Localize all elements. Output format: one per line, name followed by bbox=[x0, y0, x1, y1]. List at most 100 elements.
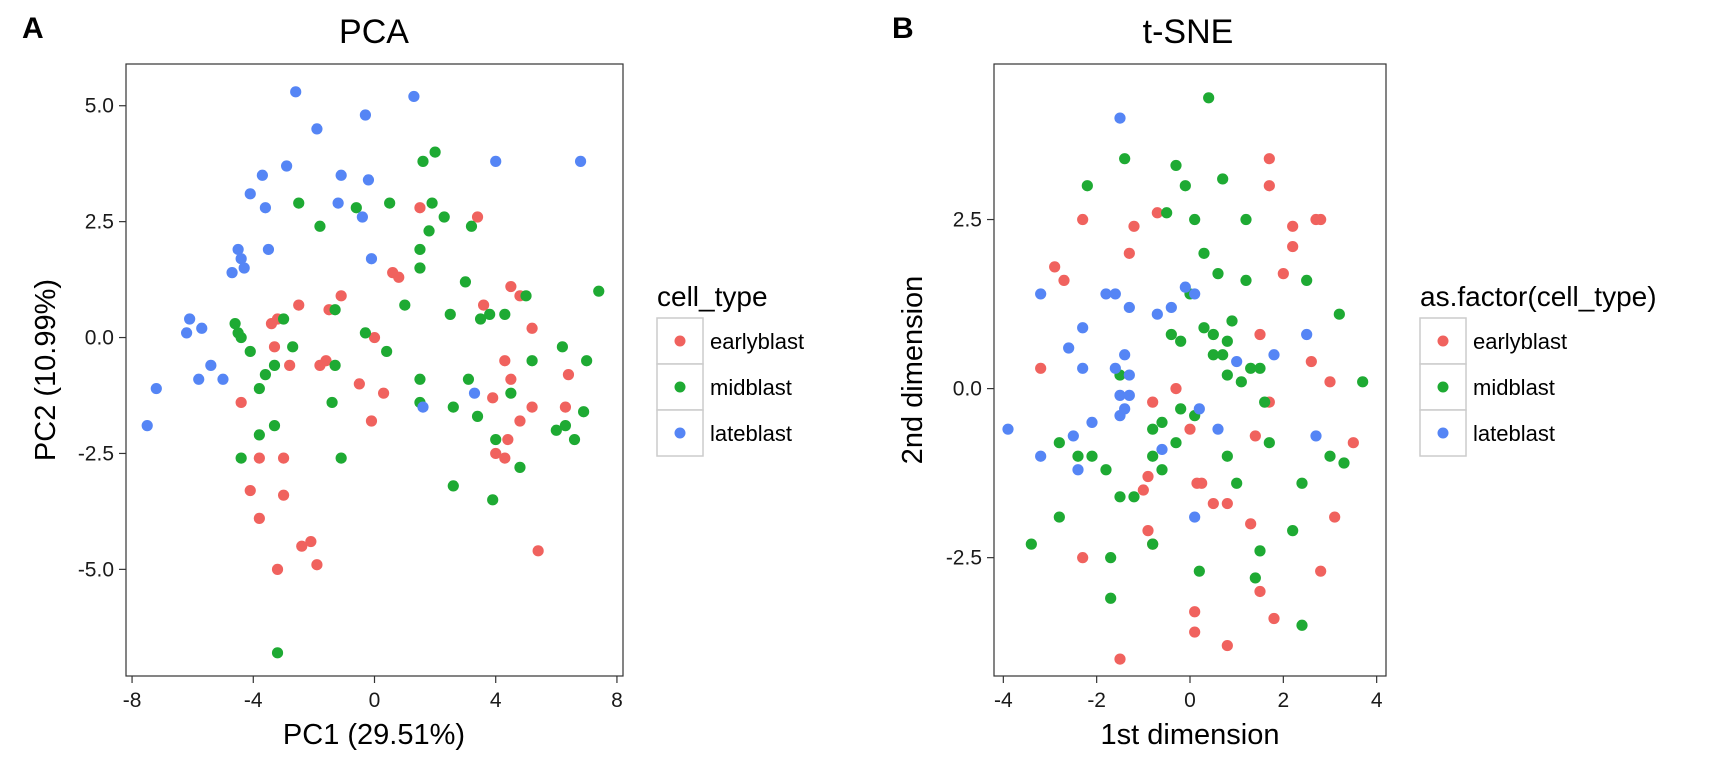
pca-point-midblast bbox=[329, 359, 341, 371]
pca-point-earlyblast bbox=[253, 452, 265, 464]
pca-point-lateblast bbox=[217, 373, 229, 385]
pca-point-lateblast bbox=[238, 262, 250, 274]
tsne-point-lateblast bbox=[1002, 423, 1014, 435]
tsne-point-midblast bbox=[1081, 180, 1093, 192]
tsne-x-tick-label: 0 bbox=[1184, 689, 1196, 712]
tsne-point-earlyblast bbox=[1305, 355, 1317, 368]
tsne-point-lateblast bbox=[1119, 349, 1131, 361]
tsne-point-midblast bbox=[1338, 457, 1350, 469]
tsne-point-earlyblast bbox=[1221, 639, 1233, 652]
pca-point-midblast bbox=[459, 276, 472, 288]
tsne-x-tick-label: -2 bbox=[1087, 689, 1106, 712]
tsne-point-midblast bbox=[1156, 464, 1168, 476]
pca-point-lateblast bbox=[184, 313, 196, 325]
pca-point-midblast bbox=[559, 420, 572, 432]
pca-point-midblast bbox=[444, 308, 456, 320]
pca-point-lateblast bbox=[311, 123, 323, 135]
tsne-x-tick-label: 2 bbox=[1277, 689, 1289, 712]
tsne-point-earlyblast bbox=[1196, 477, 1208, 489]
pca-point-midblast bbox=[244, 345, 256, 358]
pca-point-midblast bbox=[462, 373, 475, 385]
pca-point-earlyblast bbox=[526, 401, 538, 413]
pca-point-earlyblast bbox=[305, 535, 317, 548]
pca-point-earlyblast bbox=[320, 355, 332, 367]
pca-point-earlyblast bbox=[353, 378, 365, 390]
pca-point-lateblast bbox=[193, 373, 205, 385]
pca-legend-swatch-earlyblast bbox=[674, 335, 686, 347]
pca-point-lateblast bbox=[205, 359, 217, 371]
pca-point-midblast bbox=[487, 494, 499, 506]
tsne-x-axis-title: 1st dimension bbox=[1101, 719, 1280, 751]
tsne-point-midblast bbox=[1119, 153, 1131, 165]
pca-point-midblast bbox=[235, 452, 247, 464]
pca-point-midblast bbox=[326, 396, 338, 409]
tsne-point-lateblast bbox=[1035, 288, 1047, 300]
tsne-y-tick-label: -2.5 bbox=[946, 547, 982, 570]
tsne-point-midblast bbox=[1259, 396, 1271, 408]
tsne-point-lateblast bbox=[1212, 423, 1224, 435]
tsne-point-midblast bbox=[1105, 552, 1117, 564]
tsne-x-tick-label: -4 bbox=[994, 689, 1013, 712]
tsne-point-midblast bbox=[1170, 159, 1182, 172]
pca-point-earlyblast bbox=[471, 211, 484, 223]
panel-b: B t-SNE -4 -2 0 2 4-2.50.02.5 1st dimension … bbox=[892, 12, 1657, 751]
tsne-point-lateblast bbox=[1072, 464, 1084, 476]
pca-point-earlyblast bbox=[277, 489, 290, 501]
tsne-point-midblast bbox=[1217, 349, 1229, 361]
tsne-point-lateblast bbox=[1123, 389, 1135, 401]
pca-title: PCA bbox=[339, 13, 409, 51]
tsne-point-lateblast bbox=[1119, 403, 1131, 415]
tsne-point-midblast bbox=[1198, 322, 1210, 334]
pca-y-tick-label: -2.5 bbox=[78, 442, 114, 465]
pca-y-tick-label: -5.0 bbox=[78, 558, 114, 581]
pca-point-lateblast bbox=[235, 253, 247, 265]
tsne-point-lateblast bbox=[1193, 403, 1205, 415]
pca-point-earlyblast bbox=[505, 373, 517, 385]
tsne-point-lateblast bbox=[1100, 288, 1112, 300]
pca-point-midblast bbox=[287, 341, 299, 353]
tsne-point-earlyblast bbox=[1277, 268, 1289, 280]
tsne-point-midblast bbox=[1301, 274, 1313, 286]
pca-point-midblast bbox=[490, 433, 502, 446]
pca-y-tick-label: 0.0 bbox=[85, 327, 114, 350]
pca-point-midblast bbox=[253, 382, 265, 395]
pca-points bbox=[141, 86, 605, 659]
tsne-point-lateblast bbox=[1035, 450, 1047, 462]
tsne-point-midblast bbox=[1165, 328, 1177, 341]
pca-y-axis-title: PC2 (10.99%) bbox=[30, 279, 62, 461]
tsne-point-midblast bbox=[1072, 450, 1084, 462]
tsne-point-lateblast bbox=[1151, 308, 1163, 320]
pca-point-midblast bbox=[556, 341, 568, 353]
pca-point-midblast bbox=[293, 197, 305, 209]
tsne-point-lateblast bbox=[1114, 112, 1126, 124]
pca-legend-swatch-midblast bbox=[674, 381, 686, 393]
tsne-point-earlyblast bbox=[1324, 376, 1336, 388]
tsne-y-tick-label: 0.0 bbox=[953, 378, 982, 401]
tsne-point-midblast bbox=[1025, 538, 1037, 550]
pca-point-lateblast bbox=[141, 420, 153, 432]
panel-tag-a: A bbox=[22, 12, 44, 45]
pca-point-midblast bbox=[471, 410, 484, 422]
pca-point-midblast bbox=[268, 420, 281, 432]
pca-point-earlyblast bbox=[268, 341, 281, 353]
pca-point-midblast bbox=[581, 355, 593, 367]
pca-point-midblast bbox=[423, 225, 435, 237]
tsne-point-midblast bbox=[1249, 572, 1261, 584]
pca-point-earlyblast bbox=[499, 452, 511, 464]
pca-point-midblast bbox=[329, 304, 341, 316]
pca-point-midblast bbox=[259, 369, 272, 381]
pca-point-midblast bbox=[384, 197, 396, 209]
tsne-point-earlyblast bbox=[1077, 213, 1089, 226]
tsne-point-earlyblast bbox=[1184, 423, 1196, 435]
pca-point-lateblast bbox=[232, 243, 244, 256]
tsne-point-midblast bbox=[1296, 619, 1308, 631]
pca-x-tick-label: -8 bbox=[123, 689, 142, 712]
tsne-point-midblast bbox=[1235, 376, 1247, 388]
tsne-legend: as.factor(cell_type) earlyblast midblast… bbox=[1419, 281, 1657, 457]
pca-point-earlyblast bbox=[393, 271, 405, 283]
pca-point-earlyblast bbox=[499, 355, 511, 367]
tsne-point-midblast bbox=[1147, 538, 1159, 550]
tsne-point-earlyblast bbox=[1151, 207, 1163, 219]
tsne-point-midblast bbox=[1198, 247, 1210, 259]
tsne-point-lateblast bbox=[1067, 430, 1079, 442]
